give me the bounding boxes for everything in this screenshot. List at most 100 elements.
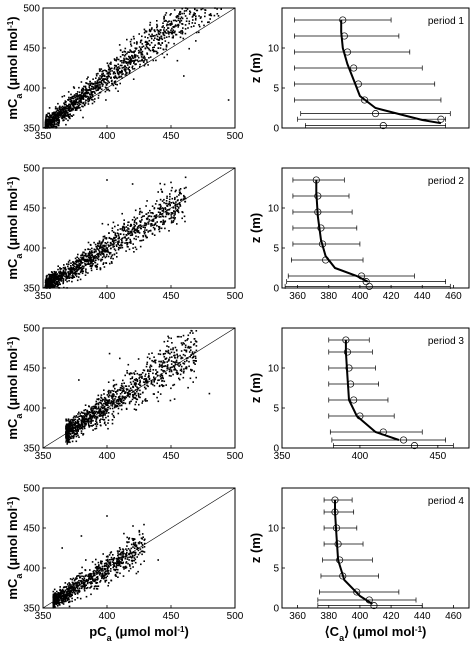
data-point [58,598,60,600]
data-point [100,575,103,577]
data-point [93,248,96,251]
data-point [144,222,146,224]
data-point [179,192,181,195]
data-point [156,20,158,22]
data-point [90,593,92,596]
data-point [185,7,187,9]
data-point [72,109,74,111]
data-point [159,206,162,209]
data-point [138,46,141,48]
data-point [134,229,136,232]
data-point [106,403,108,405]
data-point [120,71,122,73]
data-point [201,20,203,23]
data-point [99,409,101,411]
data-point [163,34,166,37]
data-point [129,61,132,63]
data-point [142,56,145,59]
data-point [164,31,167,34]
data-point [108,71,111,74]
data-point [159,353,162,356]
data-point [138,213,141,215]
data-point [90,410,93,412]
data-point [153,234,156,236]
data-point [133,557,136,559]
data-point [139,220,141,222]
data-point [104,249,107,251]
data-point [70,595,72,598]
data-point [135,54,137,57]
data-point [55,596,58,599]
data-point [106,253,108,256]
data-point [65,111,67,113]
data-point [162,215,165,218]
data-point [95,74,98,77]
data-point [139,548,142,550]
data-point [137,60,139,63]
data-point [169,399,172,402]
data-point [89,415,91,417]
data-point [130,240,132,243]
data-point [116,232,119,234]
data-point [142,226,145,228]
data-point [89,80,91,83]
data-point [172,219,175,222]
data-point [83,255,86,257]
data-point [188,22,190,25]
data-point [88,86,91,89]
data-point [86,95,89,98]
data-point [162,385,164,388]
data-point [71,594,73,597]
data-point [64,114,67,116]
data-point [180,199,182,201]
data-point [126,558,129,560]
data-point [176,370,178,372]
data-point [146,43,149,46]
data-point [104,570,107,572]
data-point [131,376,134,378]
data-point [95,245,97,248]
data-point [99,411,101,413]
data-point [207,21,209,24]
data-point [120,556,122,559]
data-point [170,202,172,204]
data-point [94,265,97,268]
data-point [186,339,188,341]
data-point [64,272,67,274]
data-point [99,579,102,582]
data-point [121,397,123,400]
data-point [48,125,50,127]
data-point [59,596,62,599]
data-point [55,283,57,285]
data-point [100,394,103,396]
data-point [133,372,135,374]
y-tick-label: 10 [268,204,280,215]
data-point [48,122,51,125]
data-point [127,246,129,248]
data-point [96,268,98,270]
data-point [72,108,74,110]
data-point [75,263,78,266]
data-point [178,365,180,367]
data-point [101,572,104,575]
data-point [140,225,143,228]
data-point [76,95,79,98]
data-point [131,60,134,62]
data-point [110,242,112,245]
data-point [122,550,125,553]
data-point [146,370,149,372]
data-point [159,182,161,185]
data-point [117,90,119,92]
data-point [92,78,94,80]
data-point [53,273,56,276]
data-point [99,421,101,423]
data-point [176,209,179,212]
data-point [51,118,54,120]
data-point [130,383,133,385]
data-point [79,260,81,262]
data-point [47,112,49,115]
data-point [183,370,185,373]
data-point [60,277,62,280]
data-point [173,42,175,45]
